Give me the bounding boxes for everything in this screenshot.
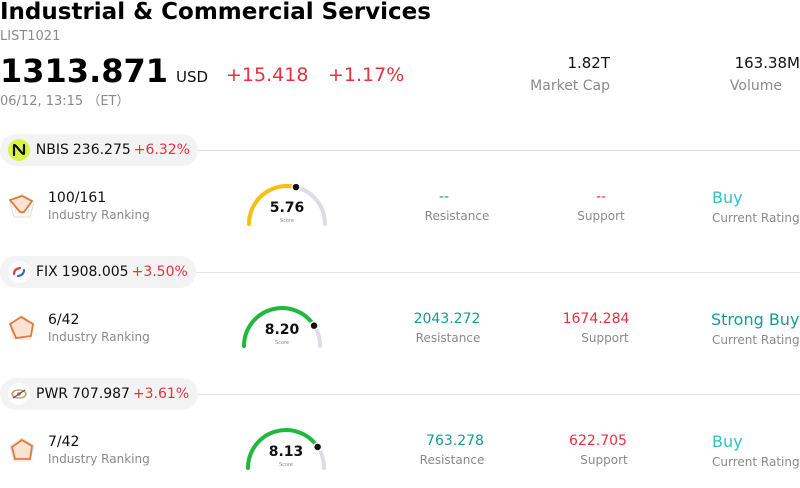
score-label: Score — [279, 218, 294, 224]
resistance-value: 763.278 — [426, 433, 484, 449]
stock-symbol: NBIS — [35, 142, 69, 158]
current-rating-label: Current Rating — [712, 211, 800, 225]
industry-rank-value: 6/42 — [48, 312, 80, 328]
gauge-arc — [242, 306, 317, 348]
support-label: Support — [577, 209, 625, 223]
current-rating-value: Strong Buy — [711, 310, 800, 329]
score-gauge — [246, 428, 326, 470]
industry-rank-label: Industry Ranking — [48, 330, 150, 344]
stock-change-pct: +6.32% — [133, 142, 190, 158]
support-label: Support — [580, 453, 628, 467]
score-label: Score — [274, 340, 289, 346]
volume-label: Volume — [729, 78, 782, 94]
row-divider — [198, 394, 800, 395]
gauge-marker — [291, 182, 301, 192]
stock-price: 707.987 — [72, 386, 130, 402]
price-change-pct: +1.17% — [328, 64, 405, 86]
stock-pill-nbis[interactable]: NBIS 236.275 +6.32% — [0, 134, 198, 166]
gauge-arc — [247, 184, 298, 226]
sector-code: LIST1021 — [0, 29, 61, 44]
support-value: -- — [595, 189, 607, 205]
stock-change-pct: +3.50% — [131, 264, 188, 280]
stock-pill-pwr[interactable]: PWR 707.987 +3.61% — [0, 378, 198, 410]
resistance-label: Resistance — [424, 209, 490, 223]
score-value: 8.20 — [264, 322, 300, 338]
stock-change-pct: +3.61% — [132, 386, 190, 402]
industry-rank-value: 7/42 — [48, 434, 80, 450]
price-change: +15.418 — [226, 64, 309, 86]
resistance-value: 2043.272 — [413, 311, 481, 327]
stock-price: 1908.005 — [61, 264, 129, 280]
resistance-label: Resistance — [419, 453, 485, 467]
stock-pill-fix[interactable]: FIX 1908.005 +3.50% — [0, 256, 196, 288]
pwr-logo-icon — [8, 383, 30, 405]
resistance-label: Resistance — [415, 331, 481, 345]
ranking-pentagon-icon — [6, 434, 38, 466]
ranking-pentagon-icon — [6, 312, 38, 344]
stock-price: 236.275 — [72, 142, 131, 158]
gauge-marker — [312, 442, 323, 452]
score-value: 5.76 — [269, 200, 305, 216]
industry-rank-label: Industry Ranking — [48, 208, 150, 222]
current-rating-value: Buy — [712, 188, 743, 207]
fix-logo-icon — [8, 261, 30, 283]
score-label: Score — [278, 462, 293, 468]
gauge-marker — [309, 320, 319, 331]
gauge-arc — [246, 428, 320, 470]
score-gauge — [247, 182, 327, 226]
volume-value: 163.38M — [734, 54, 800, 72]
row-divider — [196, 272, 800, 273]
support-value: 1674.284 — [562, 311, 630, 327]
stock-symbol: FIX — [36, 264, 58, 280]
current-rating-value: Buy — [712, 432, 743, 451]
current-rating-label: Current Rating — [712, 333, 800, 347]
page-title: Industrial & Commercial Services — [0, 0, 431, 25]
ranking-pentagon-icon — [6, 190, 38, 222]
score-value: 8.13 — [268, 444, 304, 460]
industry-rank-value: 100/161 — [48, 190, 107, 206]
market-cap-label: Market Cap — [530, 78, 610, 94]
timestamp: 06/12, 13:15 （ET） — [0, 94, 130, 109]
row-divider — [198, 150, 800, 151]
stock-symbol: PWR — [36, 386, 69, 402]
score-gauge — [242, 306, 322, 348]
sector-price: 1313.871 — [0, 52, 169, 90]
currency-label: USD — [176, 68, 209, 86]
market-cap-value: 1.82T — [567, 54, 610, 72]
support-value: 622.705 — [569, 433, 627, 449]
industry-rank-label: Industry Ranking — [48, 452, 150, 466]
support-label: Support — [581, 331, 629, 345]
resistance-value: -- — [438, 189, 450, 205]
nbis-logo-icon — [8, 139, 30, 161]
current-rating-label: Current Rating — [712, 455, 800, 469]
